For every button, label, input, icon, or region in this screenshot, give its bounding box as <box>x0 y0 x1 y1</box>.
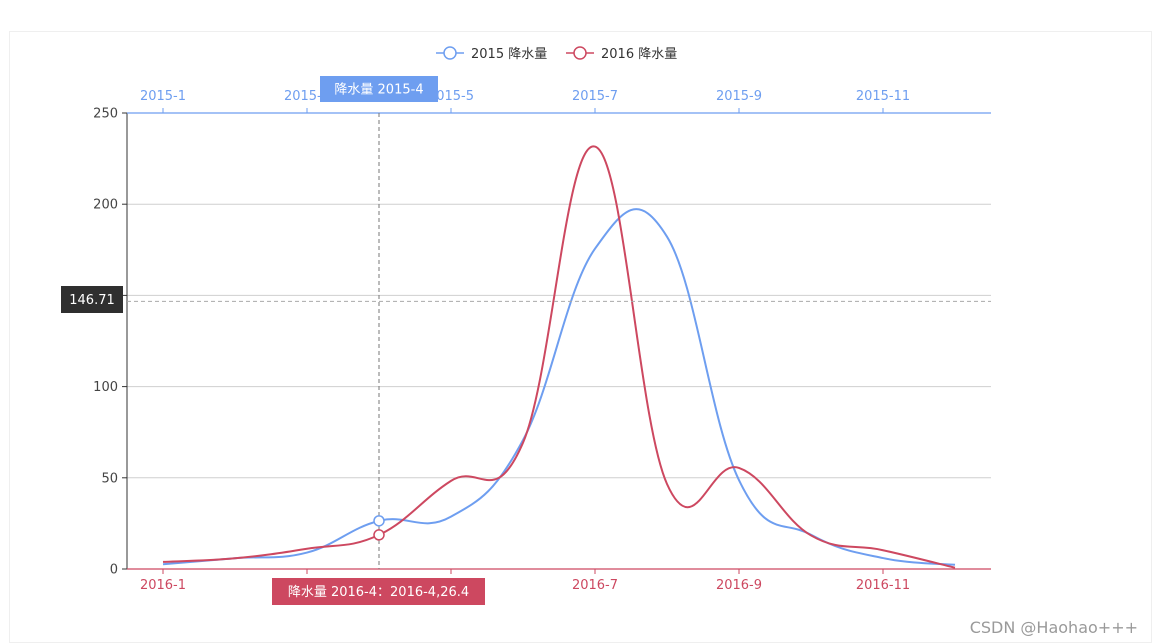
crosshair-y-label-box <box>61 286 123 313</box>
legend-item-2015-marker <box>443 46 457 60</box>
top-x-tick-label: 2015-1 <box>140 89 186 104</box>
highlight-point-2015 <box>373 515 385 527</box>
bottom-x-tick-label: 2016-9 <box>716 578 762 593</box>
legend-item-2016-marker <box>573 46 587 60</box>
y-tick-label: 200 <box>93 198 118 213</box>
top-x-tick-label: 2015-7 <box>572 89 618 104</box>
y-tick-label: 100 <box>93 380 118 395</box>
top-x-tick-label: 2015-5 <box>428 89 474 104</box>
top-x-tick-label: 2015-11 <box>856 89 910 104</box>
highlight-point-2016 <box>373 529 385 541</box>
chart-container <box>9 31 1152 643</box>
crosshair-top-label-box <box>320 76 438 102</box>
legend-item-2015-label: 2015 降水量 <box>471 47 547 62</box>
y-tick-label: 250 <box>93 107 118 122</box>
series-line-2016 <box>162 145 956 569</box>
bottom-x-tick-label: 2016-7 <box>572 578 618 593</box>
legend-item-2016-label: 2016 降水量 <box>601 47 677 62</box>
top-x-tick-label: 2015-9 <box>716 89 762 104</box>
crosshair-top-label: 降水量 2015-4 <box>334 83 423 98</box>
bottom-x-tick-label: 2016-1 <box>140 578 186 593</box>
bottom-x-tick-label: 2016-11 <box>856 578 910 593</box>
watermark-text: CSDN @Haohao+++ <box>969 618 1138 637</box>
crosshair-bottom-label: 降水量 2016-4：2016-4,26.4 <box>288 585 469 600</box>
y-tick-label: 50 <box>101 471 118 486</box>
top-x-tick-label: 2015-3 <box>284 89 330 104</box>
crosshair-y-label: 146.71 <box>69 293 115 308</box>
crosshair-bottom-label-box <box>272 578 485 605</box>
y-tick-label: 0 <box>110 563 118 578</box>
